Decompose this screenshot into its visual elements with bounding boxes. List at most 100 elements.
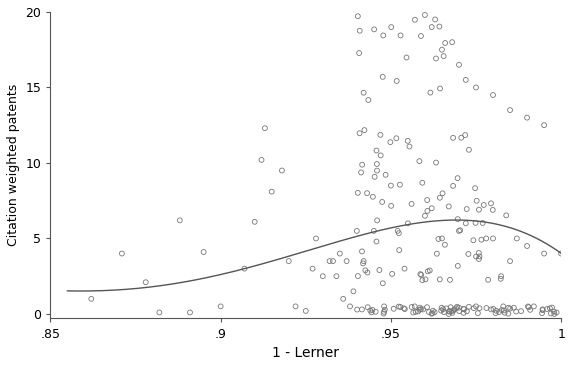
Point (449, 308, 458, 313)
Point (345, 304, 355, 309)
Point (487, 306, 496, 312)
Point (407, 201, 416, 207)
Point (456, 135, 466, 141)
Point (438, 236, 447, 241)
Point (260, 125, 269, 131)
Point (386, 139, 395, 145)
Point (370, 174, 379, 180)
Point (360, 127, 369, 133)
Point (363, 270, 372, 276)
Point (301, 308, 311, 314)
Point (500, 310, 509, 316)
Point (426, 90, 435, 95)
Point (216, 304, 225, 309)
Point (538, 307, 547, 313)
Point (486, 200, 495, 206)
Point (416, 33, 426, 39)
Point (472, 198, 481, 204)
Point (469, 305, 478, 311)
Point (376, 152, 385, 158)
Point (446, 277, 455, 283)
Point (339, 296, 348, 302)
Point (349, 288, 358, 294)
Point (499, 308, 509, 313)
Point (488, 92, 498, 98)
Point (434, 236, 443, 242)
Point (482, 236, 491, 241)
Point (459, 306, 468, 312)
Point (451, 305, 460, 311)
Point (372, 239, 381, 244)
Point (435, 86, 444, 91)
Point (445, 309, 454, 315)
Point (475, 305, 484, 311)
Point (450, 306, 459, 312)
Point (475, 254, 484, 259)
Point (431, 55, 440, 61)
Point (504, 311, 513, 317)
Point (410, 304, 419, 309)
Point (372, 168, 382, 174)
Point (461, 221, 470, 226)
Point (423, 197, 432, 203)
Point (396, 33, 405, 39)
Point (87, 296, 96, 302)
Point (440, 40, 450, 46)
Point (439, 306, 448, 312)
Point (437, 305, 446, 310)
Point (502, 212, 511, 218)
Point (394, 304, 403, 309)
Point (464, 147, 474, 153)
Point (419, 306, 428, 312)
Point (538, 310, 547, 316)
Point (416, 272, 426, 278)
Point (400, 306, 410, 312)
Point (342, 258, 351, 264)
Point (380, 307, 390, 313)
Point (454, 228, 463, 234)
Point (477, 237, 486, 243)
Point (410, 17, 419, 23)
Point (496, 273, 506, 279)
Point (372, 161, 382, 167)
Point (308, 266, 317, 272)
Point (496, 276, 505, 282)
Point (392, 78, 402, 84)
Point (408, 310, 418, 316)
Point (471, 84, 480, 90)
Point (522, 243, 531, 249)
Point (358, 306, 367, 312)
Point (435, 23, 444, 29)
Point (428, 308, 438, 314)
Point (411, 309, 420, 315)
Point (386, 183, 395, 189)
Point (428, 310, 437, 316)
Point (504, 305, 513, 311)
Point (478, 220, 487, 226)
Point (393, 228, 402, 234)
Point (431, 160, 440, 166)
Point (432, 251, 442, 257)
Point (529, 304, 538, 309)
Point (372, 217, 382, 223)
Point (267, 189, 276, 195)
Point (415, 305, 424, 310)
Point (517, 308, 526, 314)
Point (421, 276, 430, 282)
Point (455, 308, 464, 314)
Point (542, 306, 551, 312)
Point (405, 143, 414, 149)
Point (557, 251, 566, 257)
Point (415, 307, 424, 313)
Point (471, 304, 480, 309)
Point (395, 182, 404, 188)
Point (546, 310, 555, 316)
Point (325, 258, 334, 264)
Point (400, 266, 409, 272)
Point (378, 280, 387, 286)
Point (418, 180, 427, 186)
Point (448, 135, 458, 141)
Point (311, 236, 320, 241)
Point (141, 279, 150, 285)
Point (425, 268, 434, 273)
